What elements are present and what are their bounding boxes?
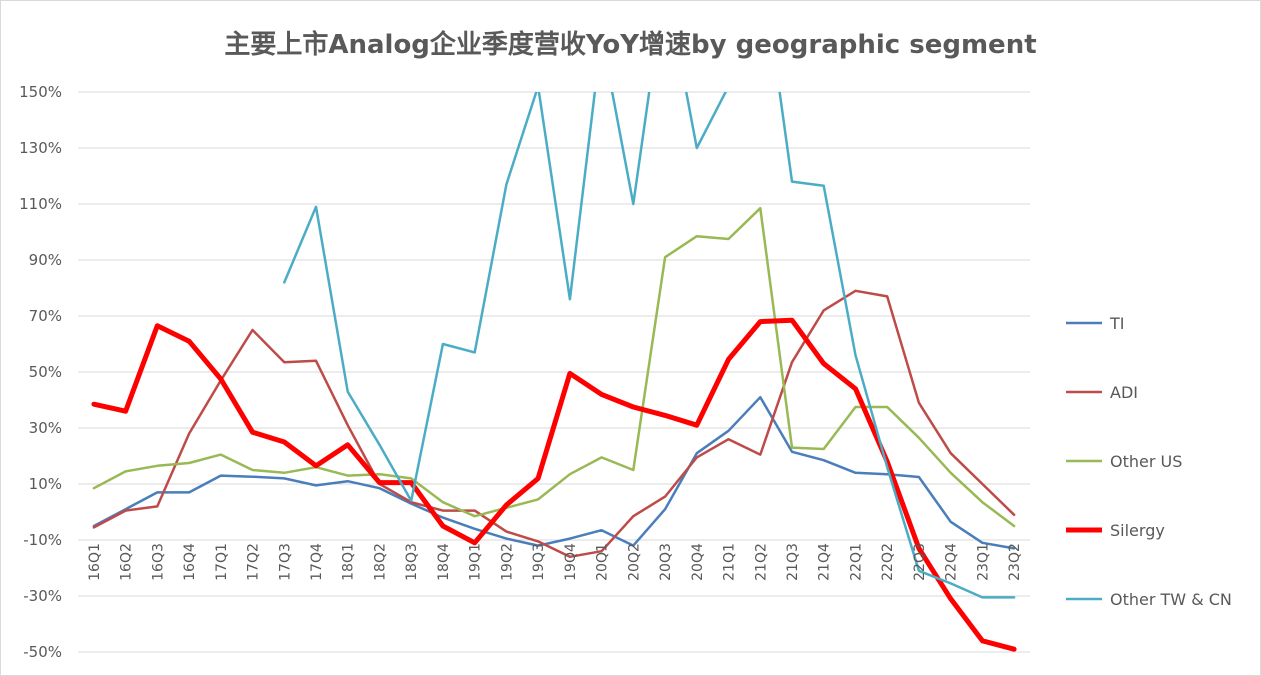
x-tick-label: 23Q1 [975,543,991,581]
y-tick-label: -50% [23,643,62,661]
y-tick-label: 130% [19,139,62,157]
x-tick-label: 21Q1 [722,543,738,581]
y-tick-label: 110% [19,195,62,213]
x-tick-label: 19Q2 [499,543,515,581]
y-tick-label: 30% [29,419,62,437]
legend-label: TI [1109,314,1125,333]
x-tick-label: 22Q4 [944,543,960,581]
x-axis-tick-labels: 16Q1 16Q2 16Q3 16Q4 17Q1 17Q2 17Q3 17Q4 18Q1 18Q2… [87,543,1023,581]
x-tick-label: 18Q1 [341,543,357,581]
x-tick-label: 17Q4 [309,543,325,581]
y-tick-label: 150% [19,83,62,101]
x-tick-label: 23Q2 [1007,543,1023,581]
x-tick-label: 17Q2 [246,543,262,581]
legend-label: Other US [1110,452,1182,471]
x-tick-label: 18Q4 [436,543,452,581]
x-tick-label: 21Q3 [785,543,801,581]
x-tick-label: 20Q1 [595,543,611,581]
x-tick-label: 21Q2 [753,543,769,581]
legend: TI ADI Other US Silergy Other TW & CN [1066,314,1232,609]
legend-label: Other TW & CN [1110,590,1232,609]
x-tick-label: 22Q2 [880,543,896,581]
y-tick-label: -30% [23,587,62,605]
x-tick-label: 22Q1 [848,543,864,581]
series-lines [91,92,1017,652]
series-line-other-us [92,206,1016,528]
x-tick-label: 20Q2 [626,543,642,581]
x-tick-label: 19Q4 [563,543,579,581]
series-line-adi [92,289,1016,559]
x-tick-label: 17Q3 [277,543,293,581]
x-tick-label: 16Q4 [182,543,198,581]
y-tick-label: 90% [29,251,62,269]
series-line-ti [92,395,1016,550]
series-line-other-tw-cn [283,92,1016,599]
y-tick-label: 50% [29,363,62,381]
x-tick-label: 18Q3 [404,543,420,581]
x-tick-label: 19Q3 [531,543,547,581]
legend-label: Silergy [1110,521,1165,540]
x-tick-label: 20Q4 [690,543,706,581]
legend-label: ADI [1110,383,1138,402]
chart-title: 主要上市Analog企业季度营收YoY增速by geographic segme… [224,30,1037,60]
x-tick-label: 16Q2 [119,543,135,581]
y-tick-label: 70% [29,307,62,325]
y-tick-label: -10% [23,531,62,549]
series-line-silergy [91,317,1017,652]
x-tick-label: 19Q1 [468,543,484,581]
x-tick-label: 16Q3 [150,543,166,581]
y-tick-label: 10% [29,475,62,493]
x-tick-label: 21Q4 [817,543,833,581]
y-axis-tick-labels: 150% 130% 110% 90% 70% 50% 30% 10% -10% -30% -50% [19,83,62,661]
x-tick-label: 22Q3 [912,543,928,581]
x-tick-label: 17Q1 [214,543,230,581]
x-tick-label: 18Q2 [372,543,388,581]
x-tick-label: 20Q3 [658,543,674,581]
x-tick-label: 16Q1 [87,543,103,581]
